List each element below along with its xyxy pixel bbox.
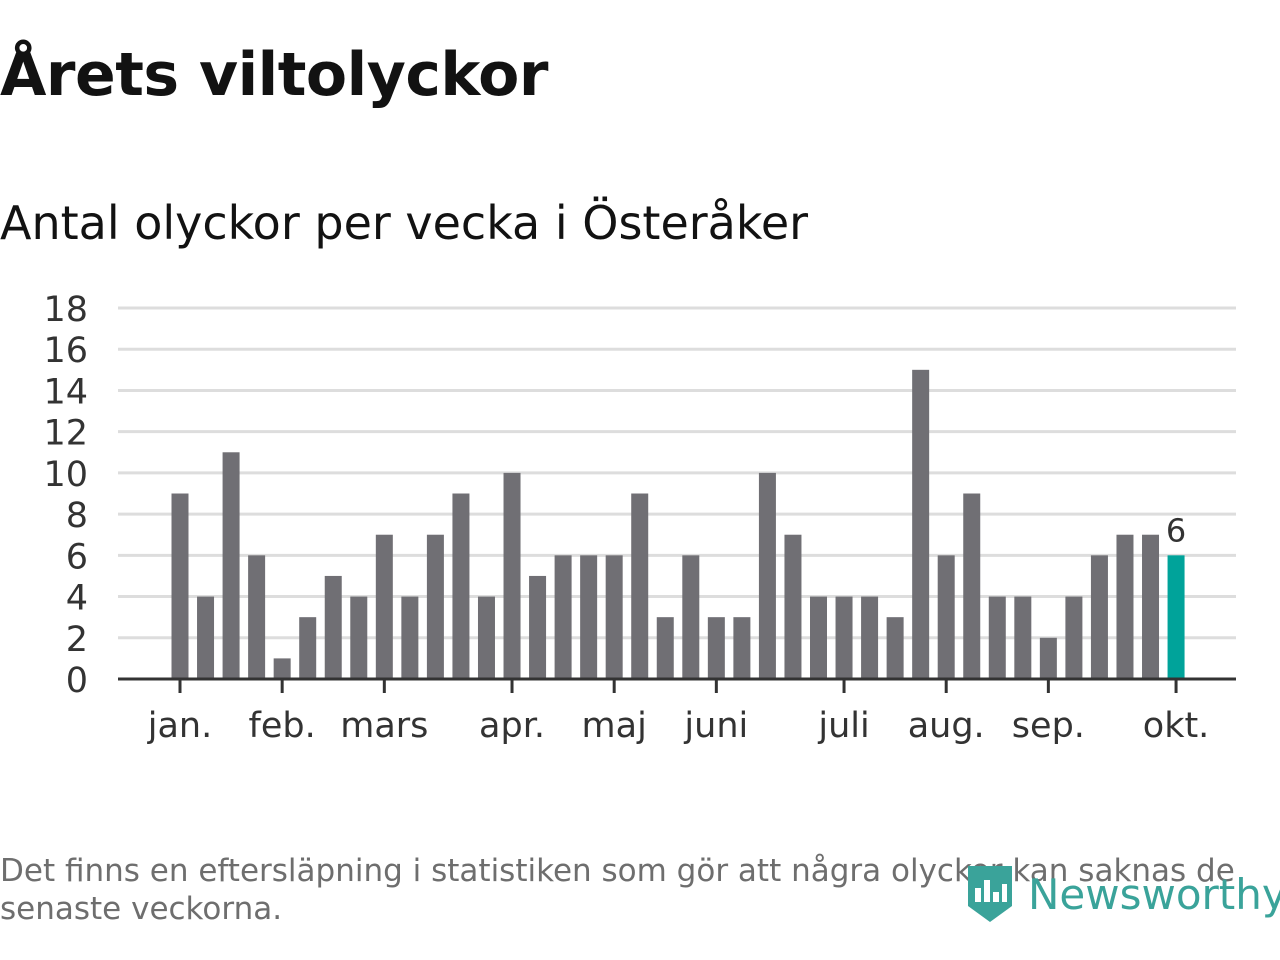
x-axis: jan. feb. mars apr. maj juni juli aug. sep. okt. [118,677,1236,746]
bar [733,617,751,679]
x-tick-label: juni [683,706,748,746]
bar [1090,555,1108,679]
bar [375,534,393,679]
x-tick-label: juli [817,706,869,746]
annotations: 6 [1166,511,1186,549]
bar [222,452,240,679]
bar [682,555,700,679]
bar [886,617,904,679]
chart-title: Årets viltolyckor [0,40,549,110]
brand: Newsworthy [964,862,1280,926]
y-tick-label: 10 [43,455,88,495]
brand-name: Newsworthy [1028,869,1280,919]
bar [171,493,189,679]
bar [937,555,955,679]
bar [605,555,623,679]
y-tick-label: 18 [43,290,88,330]
bar [707,617,725,679]
bar [554,555,572,679]
bar-chart-badge-icon [968,866,1012,922]
bar [631,493,649,679]
x-tick-label: maj [582,706,647,746]
bar [1014,596,1032,679]
bar [299,617,317,679]
bar [580,555,598,679]
bar [1039,637,1057,679]
x-tick-label: feb. [249,706,316,746]
bar [324,575,342,679]
bar [861,596,879,679]
bar [810,596,827,679]
data-label: 6 [1166,511,1186,549]
bar-highlight [1167,555,1185,679]
bar [529,575,547,679]
bar [197,596,215,679]
bar [656,617,674,679]
y-tick-label: 0 [66,661,88,701]
footnote: Det finns en eftersläpning i statistiken… [0,853,1235,927]
bar [784,534,802,679]
x-tick-label: sep. [1012,706,1085,746]
bar [273,658,291,679]
x-tick-label: okt. [1143,706,1210,746]
gridlines [118,306,1236,640]
bar [426,534,444,679]
bar [452,493,470,679]
bar [1142,534,1160,679]
y-tick-label: 2 [66,620,88,660]
y-tick-label: 16 [43,331,88,371]
bar [248,555,266,679]
y-tick-label: 4 [66,579,88,619]
bar [758,472,776,679]
x-tick-label: aug. [908,706,985,746]
bar [1116,534,1134,679]
bar [1065,596,1083,679]
bars [171,369,1185,679]
y-tick-label: 6 [66,537,88,577]
bar [988,596,1006,679]
x-tick-label: jan. [147,706,212,746]
bar [477,596,495,679]
y-tick-label: 8 [66,496,88,536]
x-tick-label: apr. [479,706,545,746]
y-tick-label: 12 [43,414,88,454]
bar [350,596,368,679]
bar [963,493,981,679]
x-tick-label: mars [340,706,428,746]
y-tick-label: 14 [43,372,88,412]
bar [401,596,419,679]
chart-subtitle: Antal olyckor per vecka i Österåker [0,196,809,250]
bar [912,369,930,679]
bar [503,472,521,679]
bar [835,596,853,679]
